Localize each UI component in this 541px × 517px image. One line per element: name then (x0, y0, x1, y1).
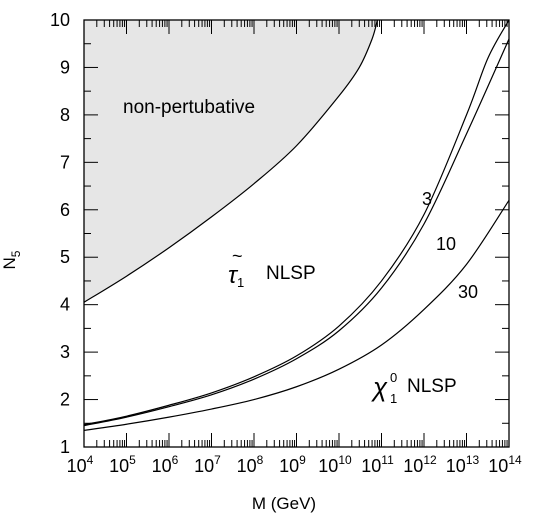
stau-tau: τ (228, 262, 239, 289)
y-tick-label: 5 (60, 247, 70, 267)
x-tick-base: 10 (152, 456, 172, 476)
x-tick-base: 10 (194, 456, 214, 476)
x-tick-base: 10 (488, 456, 508, 476)
x-tick-exponent: 6 (172, 453, 179, 467)
non-perturbative-label: non-pertubative (123, 97, 255, 118)
x-tick-label: 109 (279, 453, 306, 476)
x-tick-label: 1014 (488, 453, 522, 476)
x-tick-exponent: 4 (87, 453, 94, 467)
stau-tilde: ~ (232, 246, 243, 266)
y-tick-label: 1 (60, 437, 70, 457)
x-tick-base: 10 (361, 456, 381, 476)
y-axis-label: N5 (0, 250, 23, 269)
y-tick-label: 8 (60, 105, 70, 125)
x-tick-label: 1011 (361, 453, 394, 476)
x-tick-label: 1012 (403, 453, 437, 476)
non-perturbative-region (84, 20, 378, 303)
plot-frame (83, 19, 510, 448)
x-tick-base: 10 (279, 456, 299, 476)
y-tick-label: 4 (60, 295, 70, 315)
stau-symbol: τ1 (228, 262, 244, 290)
y-tick-label: 7 (60, 152, 70, 172)
non-perturbative-boundary-curve (84, 20, 378, 303)
curve-label-30: 30 (458, 282, 478, 302)
y-tick-label: 6 (60, 200, 70, 220)
stau-subscript: 1 (237, 275, 244, 290)
x-tick-label: 108 (237, 453, 264, 476)
stau-nlsp-text: NLSP (266, 263, 316, 284)
neutralino-subscript: 1 (390, 391, 397, 406)
x-tick-label: 1013 (446, 453, 480, 476)
curve-30 (84, 199, 509, 431)
x-tick-label: 104 (67, 453, 94, 476)
x-tick-exponent: 10 (338, 453, 352, 467)
x-tick-base: 10 (403, 456, 423, 476)
curve-label-3: 3 (422, 189, 432, 209)
neutralino-nlsp-label: χ 0 1 NLSP (371, 370, 457, 406)
x-tick-base: 10 (67, 456, 87, 476)
x-tick-exponent: 14 (508, 453, 522, 467)
curve-label-10: 10 (436, 234, 456, 254)
x-tick-label: 1010 (318, 453, 352, 476)
curve-10 (84, 38, 509, 427)
non-perturbative-region-layer (84, 20, 378, 303)
y-tick-label: 10 (50, 10, 70, 30)
x-tick-exponent: 11 (381, 453, 394, 467)
y-tick-label: 2 (60, 390, 70, 410)
neutralino-symbol: χ (371, 372, 388, 402)
x-tick-exponent: 12 (423, 453, 437, 467)
x-tick-exponent: 8 (257, 453, 264, 467)
neutralino-superscript: 0 (390, 370, 397, 385)
neutralino-chi: χ (371, 372, 388, 402)
x-tick-exponent: 9 (299, 453, 306, 467)
x-tick-base: 10 (446, 456, 466, 476)
x-tick-exponent: 5 (129, 453, 136, 467)
tick-labels-layer: 104 105 106 107 108 109 1010 1011 1012 1013 101412… (50, 10, 522, 476)
y-axis-label-subscript: 5 (9, 250, 23, 257)
x-tick-label: 107 (194, 453, 221, 476)
curve-3 (84, 20, 509, 426)
x-tick-base: 10 (237, 456, 257, 476)
x-tick-base: 10 (318, 456, 338, 476)
y-axis-label-main: N (0, 257, 19, 269)
neutralino-nlsp-text: NLSP (407, 376, 457, 397)
y-tick-label: 9 (60, 57, 70, 77)
x-tick-label: 105 (109, 453, 136, 476)
x-tick-exponent: 7 (214, 453, 221, 467)
curves-layer (84, 20, 509, 431)
stau-nlsp-label: ~ τ1 NLSP (228, 246, 316, 290)
x-axis-label: M (GeV) (252, 494, 316, 513)
x-tick-label: 106 (152, 453, 179, 476)
y-tick-label: 3 (60, 342, 70, 362)
x-tick-exponent: 13 (466, 453, 480, 467)
x-tick-base: 10 (109, 456, 129, 476)
